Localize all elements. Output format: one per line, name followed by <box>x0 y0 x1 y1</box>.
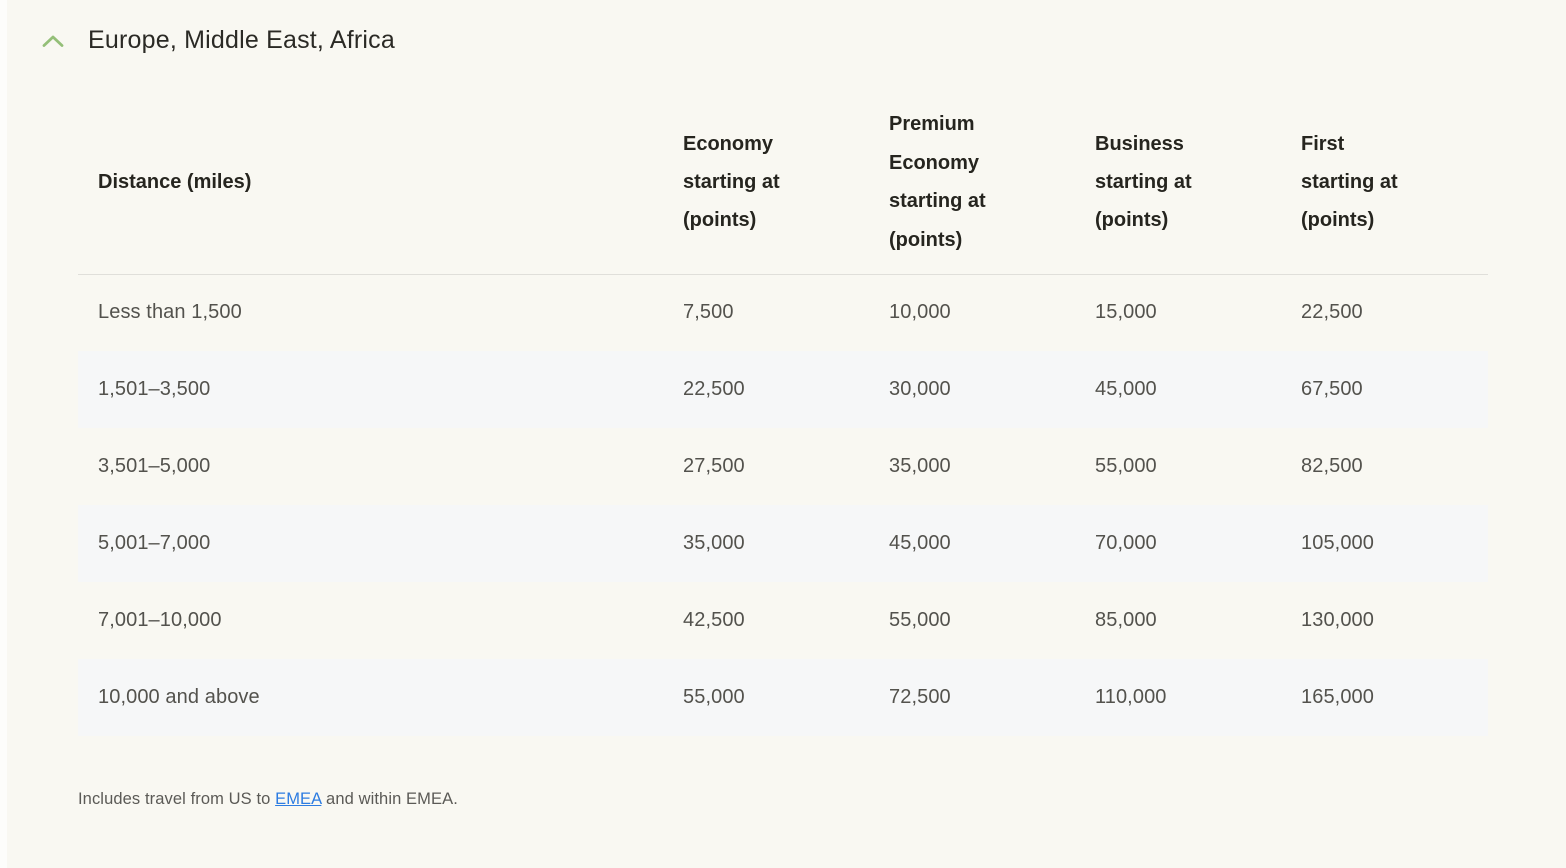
award-chart-table: Distance (miles) Economy starting at (po… <box>78 91 1488 736</box>
cell-business: 15,000 <box>1095 301 1157 324</box>
cell-first: 130,000 <box>1301 609 1374 631</box>
page-left-edge-strip <box>0 0 7 868</box>
column-header-label: Business starting at (points) <box>1095 132 1192 232</box>
footnote: Includes travel from US to EMEA and with… <box>78 790 1566 809</box>
cell-business: 45,000 <box>1095 378 1157 400</box>
cell-economy: 22,500 <box>683 378 745 400</box>
cell-first: 82,500 <box>1301 455 1363 477</box>
cell-economy: 35,000 <box>683 532 745 554</box>
emea-award-section: Europe, Middle East, Africa Distance (mi… <box>0 26 1566 809</box>
cell-business: 55,000 <box>1095 455 1157 477</box>
cell-economy: 7,500 <box>683 301 734 324</box>
column-header-premium-economy: Premium Economy starting at (points) <box>869 91 1075 275</box>
table-header-row: Distance (miles) Economy starting at (po… <box>78 91 1488 275</box>
emea-link[interactable]: EMEA <box>275 790 322 808</box>
cell-premium-economy: 72,500 <box>889 686 951 708</box>
column-header-label: Premium Economy starting at (points) <box>889 113 986 251</box>
cell-premium-economy: 35,000 <box>889 455 951 477</box>
cell-economy: 42,500 <box>683 609 745 631</box>
column-header-business: Business starting at (points) <box>1075 91 1281 275</box>
cell-distance: Less than 1,500 <box>98 301 242 324</box>
cell-economy: 27,500 <box>683 455 745 477</box>
column-header-economy: Economy starting at (points) <box>663 91 869 275</box>
cell-first: 105,000 <box>1301 532 1374 554</box>
table-row: 1,501–3,500 22,500 30,000 45,000 67,500 <box>78 351 1488 428</box>
cell-premium-economy: 10,000 <box>889 301 951 324</box>
table-row: 10,000 and above 55,000 72,500 110,000 1… <box>78 659 1488 736</box>
cell-first: 22,500 <box>1301 301 1363 324</box>
chevron-up-icon[interactable] <box>42 34 64 48</box>
table-row: Less than 1,500 7,500 10,000 15,000 22,5… <box>78 274 1488 351</box>
cell-business: 110,000 <box>1095 686 1167 708</box>
column-header-label: Economy starting at (points) <box>683 132 780 232</box>
column-header-label: First starting at (points) <box>1301 132 1398 232</box>
footnote-text: and within EMEA. <box>321 790 458 808</box>
cell-distance: 10,000 and above <box>98 686 260 708</box>
column-header-first: First starting at (points) <box>1281 91 1488 275</box>
table-row: 3,501–5,000 27,500 35,000 55,000 82,500 <box>78 428 1488 505</box>
section-header-accordion[interactable]: Europe, Middle East, Africa <box>42 26 1566 55</box>
cell-business: 70,000 <box>1095 532 1157 554</box>
cell-first: 165,000 <box>1301 686 1374 708</box>
section-title: Europe, Middle East, Africa <box>88 26 395 54</box>
cell-business: 85,000 <box>1095 609 1157 631</box>
cell-premium-economy: 30,000 <box>889 378 951 400</box>
cell-distance: 5,001–7,000 <box>98 532 211 554</box>
cell-economy: 55,000 <box>683 686 745 708</box>
cell-distance: 1,501–3,500 <box>98 378 211 400</box>
table-row: 5,001–7,000 35,000 45,000 70,000 105,000 <box>78 505 1488 582</box>
cell-distance: 7,001–10,000 <box>98 609 222 631</box>
column-header-distance: Distance (miles) <box>78 91 663 275</box>
column-header-label: Distance (miles) <box>98 171 252 194</box>
table-row: 7,001–10,000 42,500 55,000 85,000 130,00… <box>78 582 1488 659</box>
cell-distance: 3,501–5,000 <box>98 455 211 477</box>
cell-premium-economy: 45,000 <box>889 532 951 554</box>
cell-first: 67,500 <box>1301 378 1363 400</box>
cell-premium-economy: 55,000 <box>889 609 951 631</box>
footnote-text: Includes travel from US to <box>78 790 276 808</box>
